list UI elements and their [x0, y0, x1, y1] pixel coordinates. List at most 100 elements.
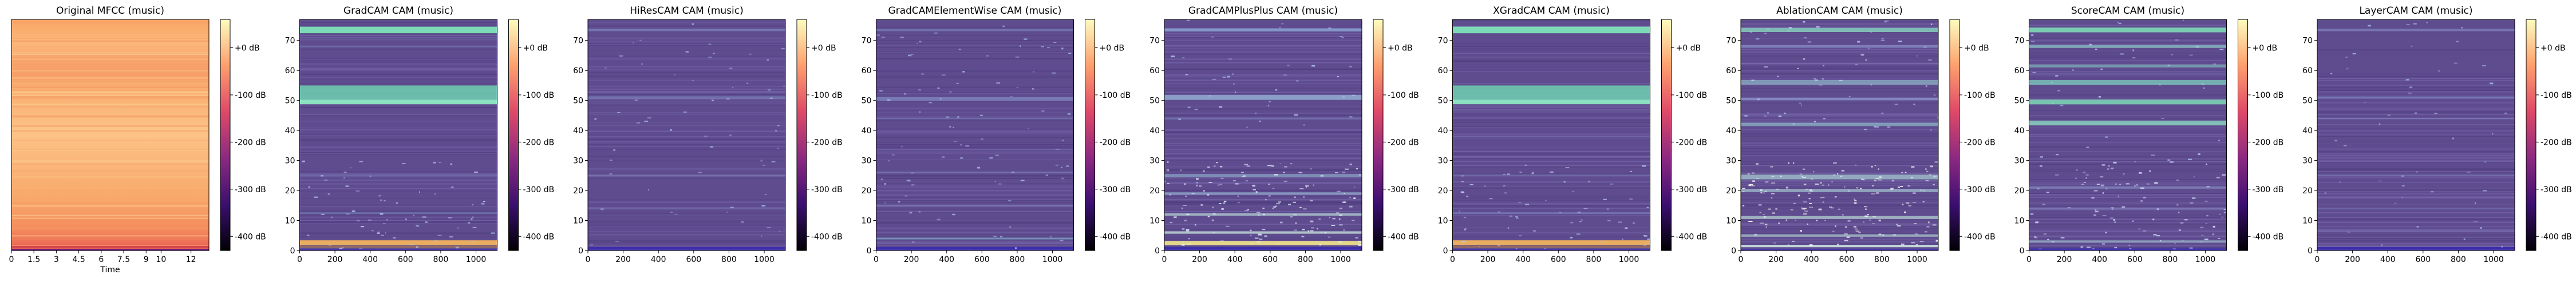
cam-row — [1741, 204, 1938, 205]
plot-frame — [1740, 19, 1939, 251]
cam-row — [1164, 80, 1362, 81]
cam-row — [1164, 175, 1362, 177]
activation-speck — [1855, 63, 1858, 66]
cam-row — [2317, 134, 2515, 136]
cam-row — [2317, 94, 2515, 96]
activation-speck — [1770, 166, 1773, 168]
mfcc-row — [11, 149, 209, 150]
activation-speck — [1276, 202, 1281, 205]
activation-speck — [1934, 161, 1938, 163]
activation-speck — [1519, 235, 1522, 237]
activation-speck — [380, 213, 384, 215]
plot-frame — [2029, 19, 2227, 251]
cam-row — [1741, 183, 1938, 185]
activation-speck — [2085, 174, 2089, 176]
activation-speck — [2466, 172, 2471, 173]
cam-row — [588, 101, 785, 103]
cam-row — [876, 51, 1074, 53]
cam-row — [1741, 241, 1938, 243]
mfcc-row — [11, 53, 209, 55]
activation-speck — [1244, 210, 1248, 212]
cam-row — [2029, 73, 2227, 74]
cam-row — [1452, 122, 1650, 123]
activation-speck — [1302, 229, 1305, 231]
activation-speck — [1339, 208, 1343, 209]
cam-row — [2029, 157, 2227, 159]
activation-speck — [698, 172, 702, 173]
heatmap-area — [11, 19, 209, 251]
cam-row — [876, 151, 1074, 152]
activation-speck — [594, 118, 597, 120]
activation-speck — [1028, 128, 1029, 129]
activation-speck — [1290, 163, 1293, 165]
cam-row — [2317, 153, 2515, 154]
x-tick-label: 0 — [9, 255, 14, 264]
activation-speck — [1863, 221, 1864, 223]
panel-1: Original MFCC (music)0 1.5 3 4.5 6 7.5 9 10 12Ti… — [9, 5, 266, 275]
plot-frame — [299, 19, 497, 251]
activation-speck — [775, 130, 777, 132]
activation-speck — [1935, 240, 1938, 242]
activation-speck — [881, 37, 885, 38]
activation-band — [2029, 186, 2227, 189]
activation-speck — [604, 67, 607, 69]
activation-speck — [1219, 106, 1223, 108]
activation-speck — [483, 201, 485, 202]
colorbar-tick-label: -100 dB — [2253, 91, 2284, 100]
activation-speck — [1884, 21, 1887, 23]
cam-row — [299, 68, 497, 70]
activation-speck — [1764, 190, 1767, 192]
activation-speck — [1353, 197, 1356, 199]
activation-speck — [2040, 156, 2044, 158]
colorbar-tick-label: -100 dB — [1100, 91, 1131, 100]
cam-row — [1164, 212, 1362, 213]
activation-speck — [2143, 231, 2147, 232]
activation-speck — [1880, 39, 1885, 41]
x-tick-label: 400 — [939, 255, 954, 264]
x-tick-label: 3 — [54, 255, 59, 264]
baseline-row — [876, 249, 1074, 251]
activation-speck — [491, 232, 495, 234]
activation-speck — [1823, 197, 1825, 198]
activation-speck — [2426, 22, 2428, 23]
activation-speck — [1196, 184, 1198, 186]
activation-speck — [1820, 197, 1823, 198]
activation-band — [588, 207, 785, 210]
cam-row — [2029, 237, 2227, 239]
cam-row — [299, 126, 497, 128]
cam-row — [1452, 202, 1650, 204]
cam-row — [2317, 86, 2515, 88]
activation-speck — [1844, 240, 1848, 241]
cam-row — [1452, 63, 1650, 65]
activation-speck — [434, 193, 436, 195]
cam-row — [2029, 39, 2227, 41]
activation-speck — [1844, 226, 1847, 228]
activation-speck — [438, 162, 442, 164]
baseline-row — [2317, 249, 2515, 251]
activation-speck — [1831, 181, 1833, 182]
activation-speck — [1344, 193, 1345, 194]
cam-row — [1741, 90, 1938, 92]
cam-row — [588, 95, 785, 97]
activation-speck — [1331, 225, 1336, 226]
activation-speck — [1060, 240, 1064, 241]
activation-speck — [343, 177, 345, 179]
colorbar-tick-label: +0 dB — [811, 43, 836, 53]
cam-row — [2029, 240, 2227, 241]
activation-speck — [1771, 193, 1775, 194]
cam-row — [1452, 204, 1650, 205]
activation-speck — [1882, 234, 1884, 236]
activation-speck — [732, 86, 734, 89]
cam-row — [299, 219, 497, 221]
activation-speck — [1303, 196, 1305, 198]
activation-band — [2029, 100, 2227, 105]
activation-speck — [1183, 205, 1187, 206]
activation-speck — [1305, 185, 1309, 187]
cam-row — [2029, 182, 2227, 184]
cam-row — [1452, 213, 1650, 214]
activation-speck — [1352, 94, 1356, 96]
cam-row — [588, 146, 785, 147]
cam-row — [588, 76, 785, 77]
activation-speck — [712, 100, 714, 102]
activation-speck — [639, 39, 642, 41]
